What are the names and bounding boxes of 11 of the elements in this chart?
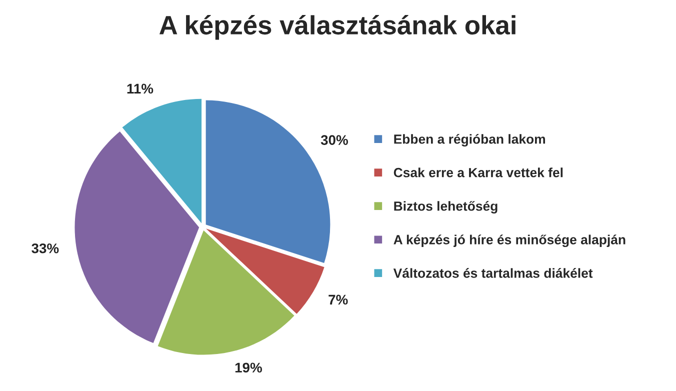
legend-label: Biztos lehetőség [394,200,498,214]
data-label: 33% [32,243,59,254]
chart-title: A képzés választásának okai [159,14,516,40]
data-label: 7% [328,294,348,305]
legend-label: A képzés jó híre és minősége alapján [394,234,626,248]
legend-label: Változatos és tartalmas diákélet [393,268,593,278]
legend-label: Ebben a régióban lakom [394,134,546,146]
data-label: 19% [235,362,262,373]
data-label: 30% [320,135,348,145]
data-label: 11% [127,84,154,94]
legend-label: Csak erre a Karra vettek fel [394,168,563,178]
